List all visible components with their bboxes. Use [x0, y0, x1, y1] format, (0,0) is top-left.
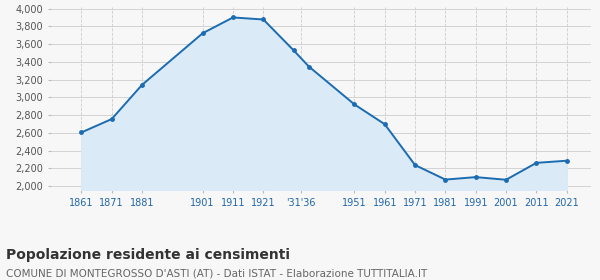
Text: COMUNE DI MONTEGROSSO D'ASTI (AT) - Dati ISTAT - Elaborazione TUTTITALIA.IT: COMUNE DI MONTEGROSSO D'ASTI (AT) - Dati… [6, 269, 427, 279]
Text: Popolazione residente ai censimenti: Popolazione residente ai censimenti [6, 248, 290, 262]
